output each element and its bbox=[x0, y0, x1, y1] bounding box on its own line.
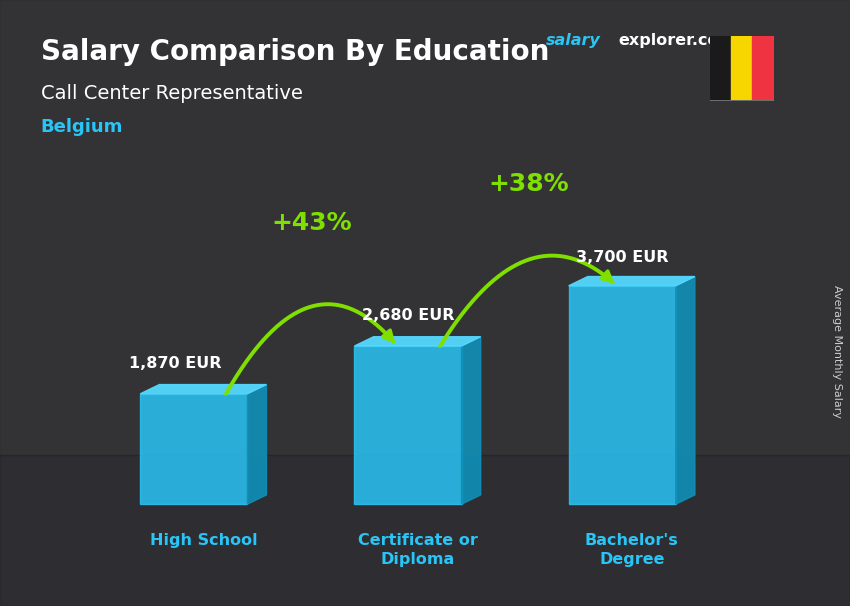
Text: Belgium: Belgium bbox=[41, 118, 123, 136]
Text: 3,700 EUR: 3,700 EUR bbox=[576, 250, 669, 265]
Text: salary: salary bbox=[546, 33, 600, 48]
Polygon shape bbox=[676, 276, 695, 504]
Bar bbox=[0, 454, 850, 606]
Text: High School: High School bbox=[150, 533, 258, 548]
Text: +38%: +38% bbox=[488, 171, 569, 196]
Polygon shape bbox=[462, 337, 481, 504]
Bar bbox=[731, 36, 752, 100]
Text: 1,870 EUR: 1,870 EUR bbox=[129, 356, 221, 371]
Bar bbox=[569, 286, 676, 504]
Text: Bachelor's
Degree: Bachelor's Degree bbox=[585, 533, 678, 567]
Text: Salary Comparison By Education: Salary Comparison By Education bbox=[41, 38, 549, 66]
Text: +43%: +43% bbox=[271, 211, 352, 235]
Polygon shape bbox=[354, 337, 481, 346]
Bar bbox=[752, 36, 774, 100]
Text: explorer.com: explorer.com bbox=[618, 33, 735, 48]
Text: Call Center Representative: Call Center Representative bbox=[41, 84, 303, 104]
Polygon shape bbox=[569, 276, 695, 286]
Text: Certificate or
Diploma: Certificate or Diploma bbox=[358, 533, 478, 567]
Polygon shape bbox=[247, 385, 267, 504]
Bar bbox=[140, 394, 247, 504]
Polygon shape bbox=[140, 385, 267, 394]
Bar bbox=[710, 36, 731, 100]
Bar bbox=[354, 346, 462, 504]
Bar bbox=[0, 0, 850, 454]
Text: 2,680 EUR: 2,680 EUR bbox=[362, 308, 455, 323]
Text: Average Monthly Salary: Average Monthly Salary bbox=[832, 285, 842, 418]
